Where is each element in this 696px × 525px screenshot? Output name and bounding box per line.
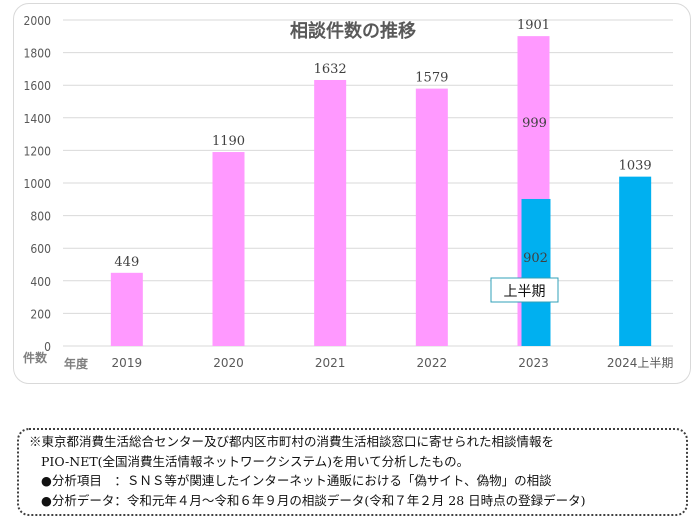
x-tick-label: 2022 — [417, 356, 448, 370]
note-line-1: ※東京都消費生活総合センター及び都内区市町村の消費生活相談窓口に寄せられた相談情… — [29, 434, 555, 449]
y-axis-label: 件数 — [23, 350, 48, 365]
annotation-box — [490, 277, 559, 303]
y-tick-label: 800 — [30, 210, 51, 224]
y-axis-ticks: 0 200 400 600 800 1000 1200 1400 1600 1800 2000 — [24, 14, 52, 354]
annotation-text: 上半期 — [504, 284, 546, 300]
data-label-full-year: 449 — [114, 255, 139, 270]
x-tick-label: 2020 — [213, 356, 244, 370]
y-tick-label: 400 — [30, 275, 51, 289]
note-line-3: ●分析項目 ：ＳＮＳ等が関連したインターネット通販における「偽サイト、偽物」の相… — [41, 473, 552, 488]
data-label-full-year: 1901 — [517, 18, 550, 33]
y-tick-label: 0 — [44, 340, 51, 354]
x-tick-label: 2024上半期 — [607, 356, 674, 370]
x-axis-ticks: 2019 2020 2021 2022 2023 2024上半期 — [112, 356, 674, 370]
data-label-full-year: 1190 — [212, 134, 245, 149]
y-tick-label: 1200 — [24, 144, 52, 158]
notes-box: ※東京都消費生活総合センター及び都内区市町村の消費生活相談窓口に寄せられた相談情… — [17, 428, 688, 516]
data-label-full-year: 1632 — [314, 62, 347, 77]
half-year-annotation: 上半期 — [490, 277, 559, 303]
y-tick-label: 600 — [30, 242, 51, 256]
data-label-first-half: 902 — [523, 251, 548, 266]
x-tick-label: 2023 — [518, 356, 549, 370]
bar-full-year — [314, 79, 347, 346]
chart-title: 相談件数の推移 — [290, 20, 416, 42]
note-line-4: ●分析データ：令和元年４月～令和６年９月の相談データ(令和７年２月 28 日時点… — [41, 492, 586, 508]
gridlines — [63, 19, 673, 347]
data-label-first-half: 1039 — [619, 159, 652, 174]
y-tick-label: 1800 — [24, 47, 52, 61]
y-tick-label: 1600 — [24, 79, 52, 93]
x-axis-label: 年度 — [64, 356, 89, 371]
data-labels: 449 1190 1632 1579 1901 902 999 1039 — [114, 18, 651, 270]
data-label-full-year: 1579 — [415, 71, 448, 86]
bar-full-year — [110, 272, 143, 346]
bar-first-half — [619, 176, 652, 346]
y-tick-label: 2000 — [24, 14, 52, 28]
data-label-second-half: 999 — [522, 116, 547, 131]
bar-full-year — [415, 88, 448, 347]
bar-full-year — [212, 152, 245, 346]
x-tick-label: 2019 — [112, 356, 143, 370]
bar-first-half — [521, 198, 551, 346]
y-tick-label: 1400 — [24, 112, 52, 126]
bar-chart: 0 200 400 600 800 1000 1200 1400 1600 1800 2000 44… — [23, 14, 674, 371]
note-line-2: PIO-NET(全国消費生活情報ネットワークシステム)を用いて分析したもの。 — [41, 453, 470, 469]
y-tick-label: 1000 — [24, 177, 52, 191]
bars — [110, 36, 652, 347]
x-tick-label: 2021 — [315, 356, 346, 370]
y-tick-label: 200 — [30, 307, 51, 321]
